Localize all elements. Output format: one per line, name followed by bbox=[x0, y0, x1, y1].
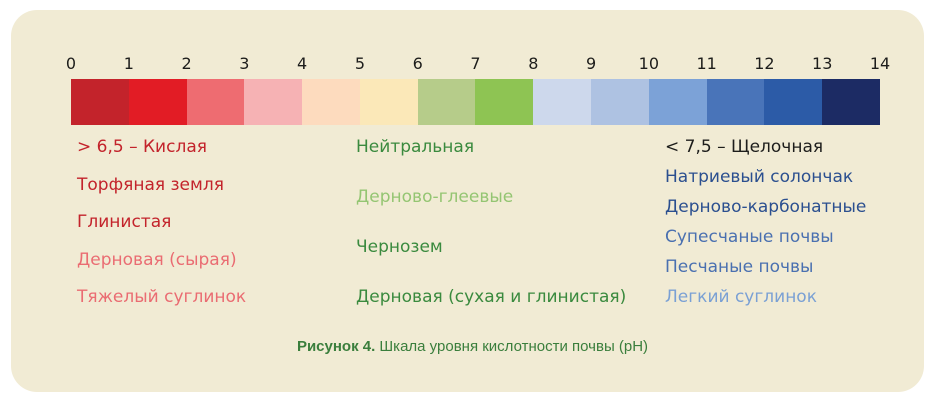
alkaline-soil-label: Супесчаные почвы bbox=[665, 227, 834, 247]
ph-segment-8-9 bbox=[533, 79, 592, 125]
ph-tick-6: 6 bbox=[412, 54, 423, 73]
alkaline-soil-label: Легкий суглинок bbox=[665, 287, 817, 307]
figure-caption: Рисунок 4. Шкала уровня кислотности почв… bbox=[0, 338, 945, 355]
figure-panel bbox=[11, 10, 924, 392]
ph-segment-6-7 bbox=[417, 79, 476, 125]
ph-tick-4: 4 bbox=[297, 54, 308, 73]
ph-tick-3: 3 bbox=[239, 54, 250, 73]
ph-segment-11-12 bbox=[706, 79, 765, 125]
ph-tick-9: 9 bbox=[585, 54, 597, 73]
ph-segment-5-6 bbox=[359, 79, 418, 125]
neutral-soil-label: Дерново-глеевые bbox=[356, 187, 514, 207]
ph-segment-1-2 bbox=[128, 79, 187, 125]
acidic-soil-label: Торфяная земля bbox=[77, 174, 224, 195]
ph-tick-7: 7 bbox=[470, 54, 481, 73]
ph-tick-8: 8 bbox=[528, 54, 539, 73]
acidic-soil-label: > 6,5 – Кислая bbox=[77, 137, 207, 157]
ph-tick-10: 10 bbox=[638, 54, 660, 73]
ph-color-scale bbox=[71, 79, 880, 125]
neutral-soil-label: Чернозем bbox=[356, 237, 443, 257]
ph-tick-labels: 0 1 2 3 4 5 6 7 8 9 10 11 12 13 14 bbox=[0, 0, 945, 80]
acidic-soil-label: Глинистая bbox=[77, 212, 172, 232]
acidic-soil-label: Дерновая (сырая) bbox=[77, 249, 237, 270]
ph-tick-14: 14 bbox=[869, 54, 891, 73]
ph-tick-0: 0 bbox=[65, 54, 77, 73]
ph-segment-4-5 bbox=[302, 79, 360, 125]
ph-segment-9-10 bbox=[591, 79, 649, 125]
caption-number: Рисунок 4. bbox=[296, 338, 376, 355]
ph-tick-11: 11 bbox=[696, 54, 717, 73]
neutral-soil-label: Нейтральная bbox=[356, 137, 475, 157]
alkaline-soil-label: < 7,5 – Щелочная bbox=[665, 137, 824, 157]
ph-segment-13-14 bbox=[822, 79, 880, 125]
alkaline-soil-label: Натриевый солончак bbox=[665, 167, 854, 187]
acidic-soil-label: Тяжелый суглинок bbox=[77, 287, 247, 307]
alkaline-soil-label: Песчаные почвы bbox=[665, 257, 814, 277]
ph-segment-10-11 bbox=[648, 79, 707, 125]
ph-segment-12-13 bbox=[764, 79, 823, 125]
ph-segment-7-8 bbox=[475, 79, 534, 125]
caption-text: Шкала уровня кислотности почвы (pH) bbox=[375, 338, 649, 355]
ph-tick-13: 13 bbox=[812, 54, 833, 73]
ph-segment-0-1 bbox=[71, 79, 129, 125]
ph-tick-12: 12 bbox=[754, 54, 775, 73]
ph-segment-2-3 bbox=[186, 79, 245, 125]
ph-segment-3-4 bbox=[244, 79, 303, 125]
neutral-soil-label: Дерновая (сухая и глинистая) bbox=[356, 287, 627, 307]
alkaline-soil-label: Дерново-карбонатные bbox=[665, 197, 867, 217]
ph-tick-2: 2 bbox=[181, 54, 192, 73]
ph-tick-5: 5 bbox=[354, 54, 366, 73]
ph-tick-1: 1 bbox=[123, 54, 134, 73]
